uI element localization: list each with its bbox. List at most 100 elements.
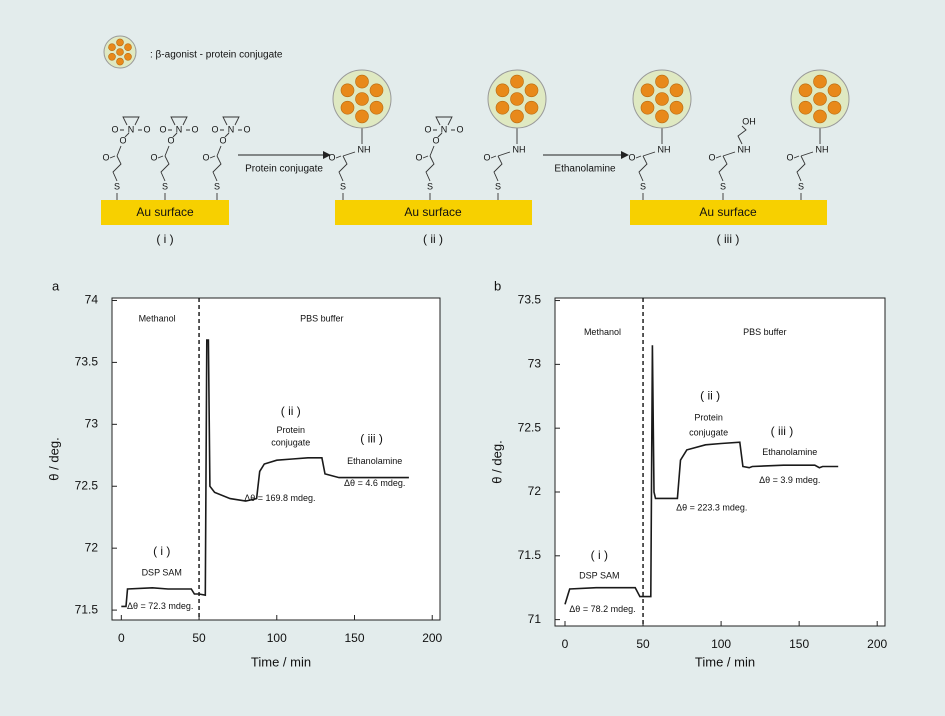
atom-label: O [483, 152, 490, 162]
y-tick-label: 71.5 [75, 602, 99, 616]
data-line [564, 345, 839, 605]
agonist-dot [369, 83, 384, 98]
bond [635, 155, 642, 159]
atom-label: N [176, 124, 183, 134]
annotation: conjugate [689, 428, 728, 438]
atom-label: O [119, 135, 126, 145]
bond [338, 155, 348, 200]
atom-label: O [143, 124, 150, 134]
x-tick-label: 150 [344, 631, 364, 645]
agonist-dot [669, 100, 684, 115]
agonist-dot [124, 52, 132, 61]
y-tick-label: 71.5 [518, 548, 542, 562]
agonist-dot [340, 83, 355, 98]
agonist-dot [813, 92, 827, 106]
atom-label: NH [738, 144, 751, 154]
annotation: Δθ = 78.2 mdeg. [569, 604, 635, 614]
atom-label: S [720, 181, 726, 191]
agonist-dot [640, 100, 655, 115]
bond [157, 155, 164, 159]
y-tick-label: 73 [528, 357, 542, 371]
bond [212, 155, 222, 200]
x-tick-label: 200 [422, 631, 442, 645]
data-line [121, 339, 409, 608]
atom-label: O [159, 124, 166, 134]
au-surface [101, 200, 229, 225]
y-tick-label: 72.5 [518, 420, 542, 434]
au-surface [335, 200, 532, 225]
atom-label: S [114, 181, 120, 191]
x-tick-label: 0 [118, 631, 125, 645]
stage-label: ( i ) [156, 232, 173, 246]
atom-label: S [495, 181, 501, 191]
x-tick-label: 150 [789, 637, 809, 651]
annotation: DSP SAM [142, 567, 182, 577]
atom-label: O [786, 152, 793, 162]
annotation: PBS buffer [743, 327, 786, 337]
bond [490, 155, 497, 159]
annotation: PBS buffer [300, 313, 343, 323]
annotation: ( ii ) [700, 388, 720, 402]
legend-text: : β-agonist - protein conjugate [150, 50, 283, 61]
y-tick-label: 71 [528, 612, 542, 626]
bond [715, 155, 722, 159]
atom-label: O [243, 124, 250, 134]
annotation: Δθ = 223.3 mdeg. [676, 502, 747, 512]
annotation: Δθ = 169.8 mdeg. [244, 493, 315, 503]
agonist-dot [524, 100, 539, 115]
agonist-dot [798, 83, 813, 98]
agonist-dot [655, 74, 669, 89]
panel-label: a [52, 278, 60, 293]
annotation: Methanol [584, 327, 621, 337]
atom-label: O [150, 152, 157, 162]
y-tick-label: 73.5 [518, 293, 542, 307]
agonist-dot [108, 52, 116, 61]
annotation: ( i ) [591, 548, 608, 562]
bond [722, 125, 747, 157]
x-tick-label: 100 [267, 631, 287, 645]
annotation: Protein [277, 425, 306, 435]
annotation: ( i ) [153, 544, 170, 558]
annotation: Ethanolamine [347, 456, 402, 466]
atom-label: O [708, 152, 715, 162]
atom-label: O [202, 152, 209, 162]
bond [112, 155, 122, 200]
atom-label: O [111, 124, 118, 134]
agonist-dot [669, 83, 684, 98]
surface-label: Au surface [136, 205, 194, 219]
agonist-dot [640, 83, 655, 98]
x-tick-label: 200 [867, 637, 887, 651]
agonist-dot [340, 100, 355, 115]
agonist-dot [495, 100, 510, 115]
agonist-dot [510, 109, 524, 124]
annotation: ( iii ) [771, 424, 794, 438]
bond [718, 155, 728, 200]
agonist-dot [524, 83, 539, 98]
agonist-dot [369, 100, 384, 115]
bond [335, 155, 342, 159]
agonist-dot [124, 43, 132, 52]
x-tick-label: 0 [562, 637, 569, 651]
agonist-dot [813, 109, 827, 124]
atom-label: NH [513, 144, 526, 154]
agonist-dot [495, 83, 510, 98]
arrow-label: Ethanolamine [554, 164, 616, 175]
surface-label: Au surface [699, 205, 757, 219]
surface-label: Au surface [404, 205, 462, 219]
agonist-dot [827, 100, 842, 115]
annotation: Protein [694, 412, 723, 422]
agonist-dot [798, 100, 813, 115]
agonist-dot [116, 57, 124, 66]
y-tick-label: 73 [85, 416, 99, 430]
atom-label: S [640, 181, 646, 191]
atom-label: N [228, 124, 235, 134]
agonist-dot [355, 74, 369, 89]
bond [216, 116, 242, 157]
atom-label: O [424, 124, 431, 134]
bond [800, 128, 821, 157]
plot-area [111, 297, 441, 621]
y-tick-label: 72 [528, 484, 542, 498]
annotation: Δθ = 4.6 mdeg. [344, 478, 405, 488]
x-axis-label: Time / min [251, 654, 311, 669]
x-tick-label: 100 [711, 637, 731, 651]
